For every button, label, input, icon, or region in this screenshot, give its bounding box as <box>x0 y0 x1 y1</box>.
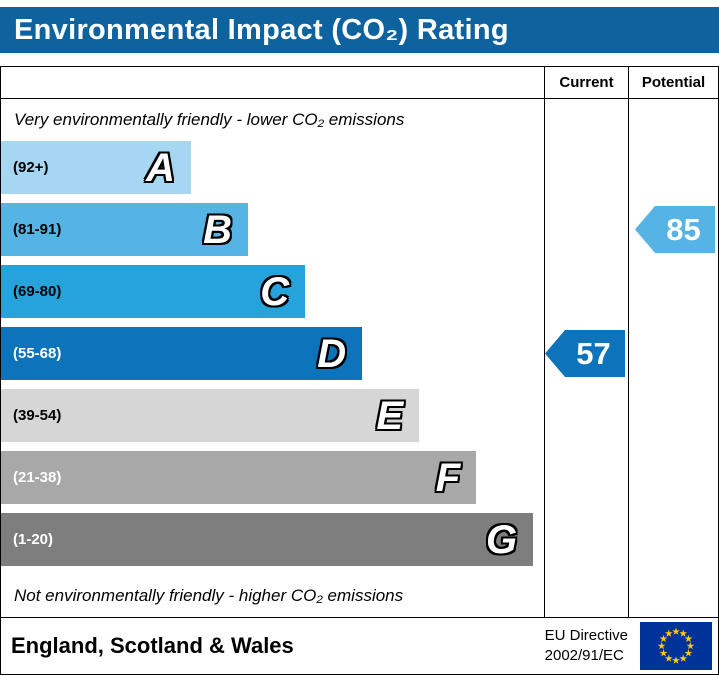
current-column: 57 <box>544 99 628 617</box>
potential-rating-value: 85 <box>666 211 701 247</box>
band-bar-a: (92+) A <box>1 141 192 194</box>
potential-column-header: Potential <box>628 67 718 99</box>
band-letter: A <box>146 145 176 190</box>
band-letter: E <box>376 393 404 438</box>
band-range-label: (92+) <box>13 159 49 176</box>
eu-directive-text: EU Directive 2002/91/EC <box>545 626 628 667</box>
eu-directive-line1: EU Directive <box>544 626 628 644</box>
band-row-e: (39-54) E <box>1 389 544 442</box>
chart-title-banner: Environmental Impact (CO₂) Rating <box>0 7 719 53</box>
band-range-label: (1-20) <box>13 531 54 548</box>
band-row-d: (55-68) D <box>1 327 544 380</box>
rating-table: Current Potential Very environmentally f… <box>0 66 719 618</box>
band-bar-g: (1-20) G <box>1 513 534 566</box>
band-row-c: (69-80) C <box>1 265 544 318</box>
band-letter: B <box>203 207 233 252</box>
current-rating-value: 57 <box>576 335 611 371</box>
eu-flag-icon <box>640 622 712 670</box>
band-bar-f: (21-38) F <box>1 451 477 504</box>
band-row-g: (1-20) G <box>1 513 544 566</box>
band-row-a: (92+) A <box>1 141 544 194</box>
band-bar-e: (39-54) E <box>1 389 420 442</box>
potential-rating-pointer: 85 <box>635 206 715 253</box>
band-bar-c: (69-80) C <box>1 265 306 318</box>
band-row-f: (21-38) F <box>1 451 544 504</box>
top-note: Very environmentally friendly - lower CO… <box>14 110 405 129</box>
bottom-note: Not environmentally friendly - higher CO… <box>14 586 404 605</box>
band-range-label: (39-54) <box>13 407 62 424</box>
band-bar-b: (81-91) B <box>1 203 249 256</box>
bands-column: Very environmentally friendly - lower CO… <box>1 99 544 617</box>
current-column-header: Current <box>544 67 628 99</box>
band-letter: C <box>260 269 290 314</box>
band-letter: G <box>486 517 518 562</box>
band-range-label: (55-68) <box>13 345 62 362</box>
current-rating-pointer: 57 <box>545 330 625 377</box>
band-letter: D <box>317 331 347 376</box>
band-bar-d: (55-68) D <box>1 327 363 380</box>
footer: England, Scotland & Wales EU Directive 2… <box>0 618 719 675</box>
band-row-b: (81-91) B <box>1 203 544 256</box>
region-label: England, Scotland & Wales <box>11 633 294 658</box>
table-corner-cell <box>1 67 544 99</box>
band-range-label: (21-38) <box>13 469 62 486</box>
band-range-label: (81-91) <box>13 221 62 238</box>
chart-title: Environmental Impact (CO₂) Rating <box>14 13 509 46</box>
band-letter: F <box>435 455 461 500</box>
band-range-label: (69-80) <box>13 283 62 300</box>
potential-column: 85 <box>628 99 718 617</box>
eu-directive-line2: 2002/91/EC <box>544 647 624 664</box>
